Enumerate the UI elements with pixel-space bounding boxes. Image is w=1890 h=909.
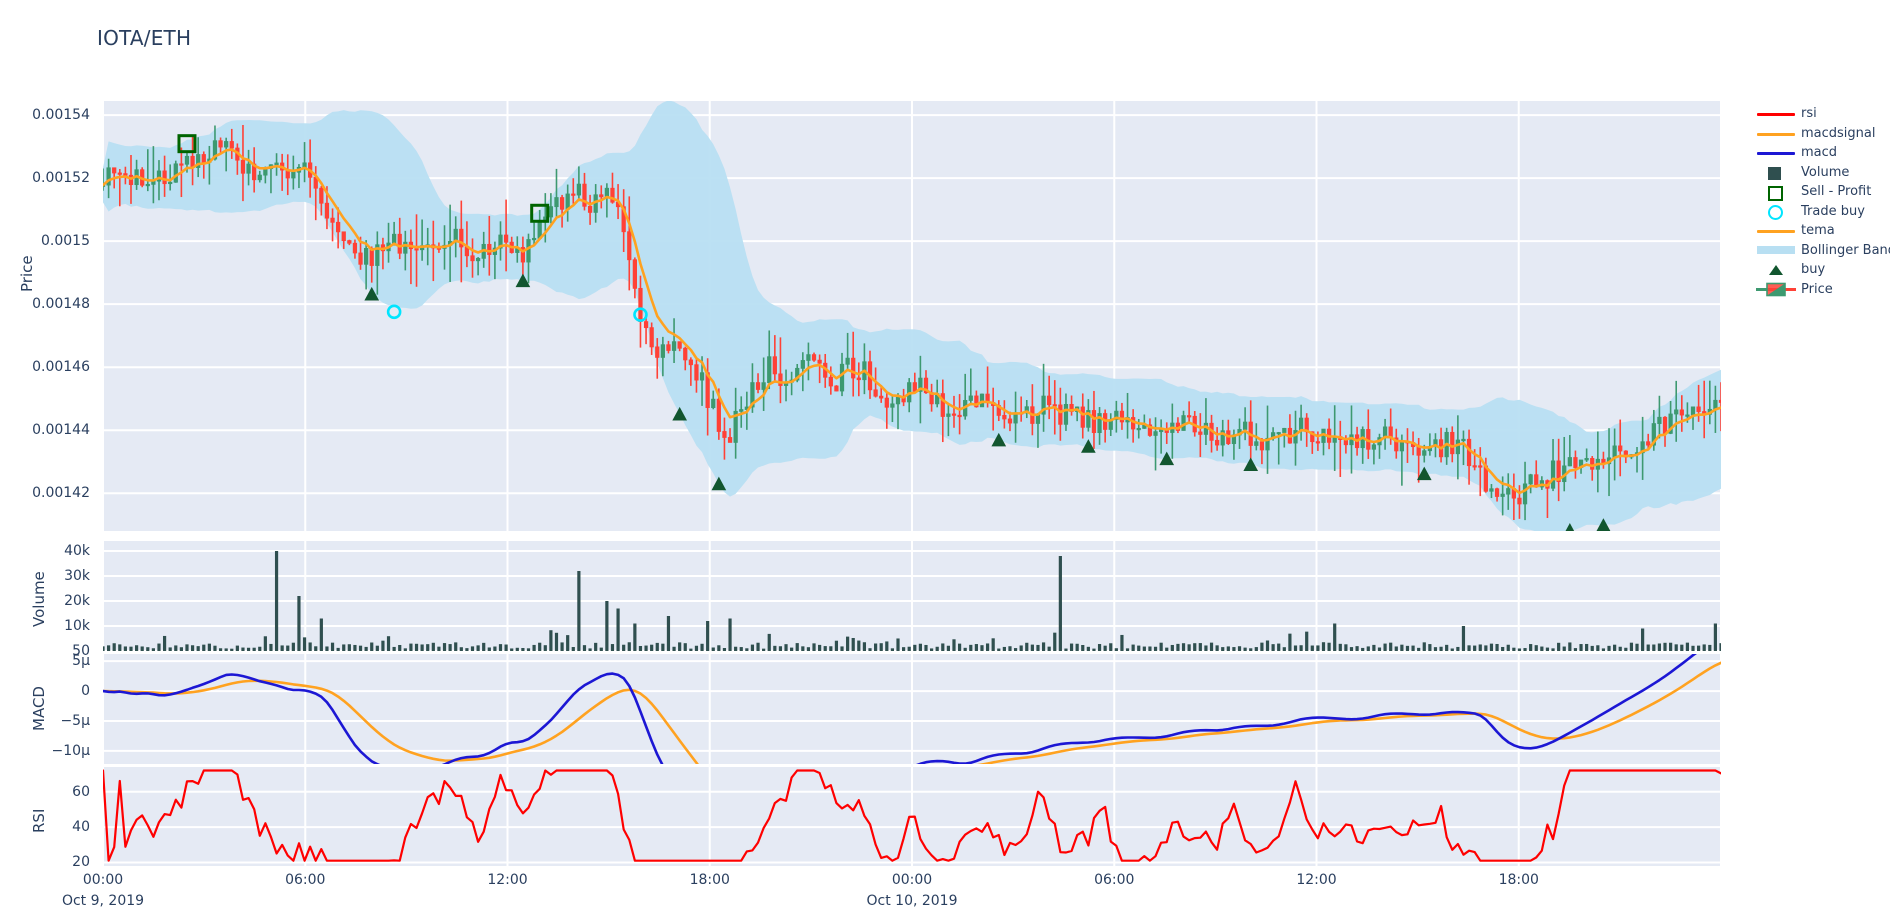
axis-tick-label: 0.00144 [32, 422, 90, 439]
axis-tick-label: 00:00 [82, 872, 124, 888]
axis-tick-label: 10k [64, 618, 90, 634]
legend-item-label: macd [1801, 145, 1838, 161]
legend-item-price[interactable]: Price [1755, 280, 1885, 300]
band-icon [1755, 241, 1797, 260]
legend-item-bollinger-band[interactable]: Bollinger Band [1755, 241, 1890, 261]
square-outline-icon [1755, 182, 1797, 201]
legend-item-label: Bollinger Band [1801, 242, 1890, 258]
legend-item-label: Sell - Profit [1801, 184, 1872, 200]
triangle-up-icon [1755, 260, 1797, 279]
candlestick-icon [1755, 280, 1797, 299]
axis-tick-label: 30k [64, 568, 90, 584]
legend-item-label: Price [1801, 281, 1833, 297]
legend-item-volume[interactable]: Volume [1755, 163, 1885, 183]
axis-tick-label: 0.00152 [32, 170, 90, 187]
axis-tick-label: 0.00154 [32, 107, 90, 124]
axis-tick-label: 18:00 [1498, 872, 1539, 888]
axis-tick-label: 0 [81, 683, 90, 700]
legend-item-label: rsi [1801, 106, 1817, 122]
legend-item-label: macdsignal [1801, 125, 1876, 141]
axis-tick-label: −10µ [51, 742, 90, 759]
line-orange-icon [1755, 221, 1797, 240]
axis-tick-label: 0.0015 [41, 233, 90, 250]
legend-item-label: tema [1801, 223, 1835, 239]
legend-item-macdsignal[interactable]: macdsignal [1755, 124, 1885, 144]
legend-item-label: Trade buy [1801, 203, 1865, 219]
legend-item-label: Volume [1801, 164, 1850, 180]
legend-item-rsi[interactable]: rsi [1755, 104, 1885, 124]
axis-tick-label: −5µ [60, 712, 90, 729]
macd-panel[interactable] [103, 654, 1721, 764]
price-axis-title: Price [18, 255, 36, 292]
line-orange-icon [1755, 124, 1797, 143]
axis-tick-label: 0.00148 [32, 296, 90, 313]
square-filled-icon [1755, 163, 1797, 182]
axis-tick-label: 60 [72, 783, 90, 800]
legend-item-label: buy [1801, 262, 1826, 278]
axis-tick-label: 50 [72, 642, 90, 659]
line-red-icon [1755, 104, 1797, 123]
axis-tick-label: 00:00 [891, 872, 933, 888]
axis-date-label: Oct 9, 2019 [61, 893, 145, 909]
axis-tick-label: 5µ [72, 653, 90, 670]
axis-tick-label: 0.00146 [32, 359, 90, 376]
page-title: IOTA/ETH [97, 26, 192, 50]
legend-item-trade-buy[interactable]: Trade buy [1755, 202, 1885, 222]
axis-tick-label: 0.00142 [32, 485, 90, 502]
axis-tick-label: 40 [72, 819, 90, 836]
axis-tick-label: 18:00 [689, 872, 730, 888]
axis-tick-label: 06:00 [285, 872, 326, 888]
legend-item-tema[interactable]: tema [1755, 221, 1885, 241]
axis-tick-label: 20 [72, 854, 90, 871]
volume-panel[interactable] [103, 541, 1721, 651]
axis-date-label: Oct 10, 2019 [866, 893, 958, 909]
axis-tick-label: 06:00 [1094, 872, 1135, 888]
price-panel[interactable] [103, 101, 1721, 531]
line-blue-icon [1755, 143, 1797, 162]
axis-tick-label: 12:00 [487, 872, 528, 888]
legend-item-sell-profit[interactable]: Sell - Profit [1755, 182, 1885, 202]
rsi-panel[interactable] [103, 767, 1721, 866]
legend-item-macd[interactable]: macd [1755, 143, 1885, 163]
chart-legend[interactable]: rsi macdsignal macd Volume Sell - Profit Trad… [1755, 104, 1890, 300]
axis-tick-label: 20k [64, 593, 90, 609]
circle-outline-icon [1755, 202, 1797, 221]
axis-tick-label: 12:00 [1296, 872, 1337, 888]
axis-tick-label: 40k [64, 543, 90, 559]
legend-item-buy[interactable]: buy [1755, 260, 1885, 280]
